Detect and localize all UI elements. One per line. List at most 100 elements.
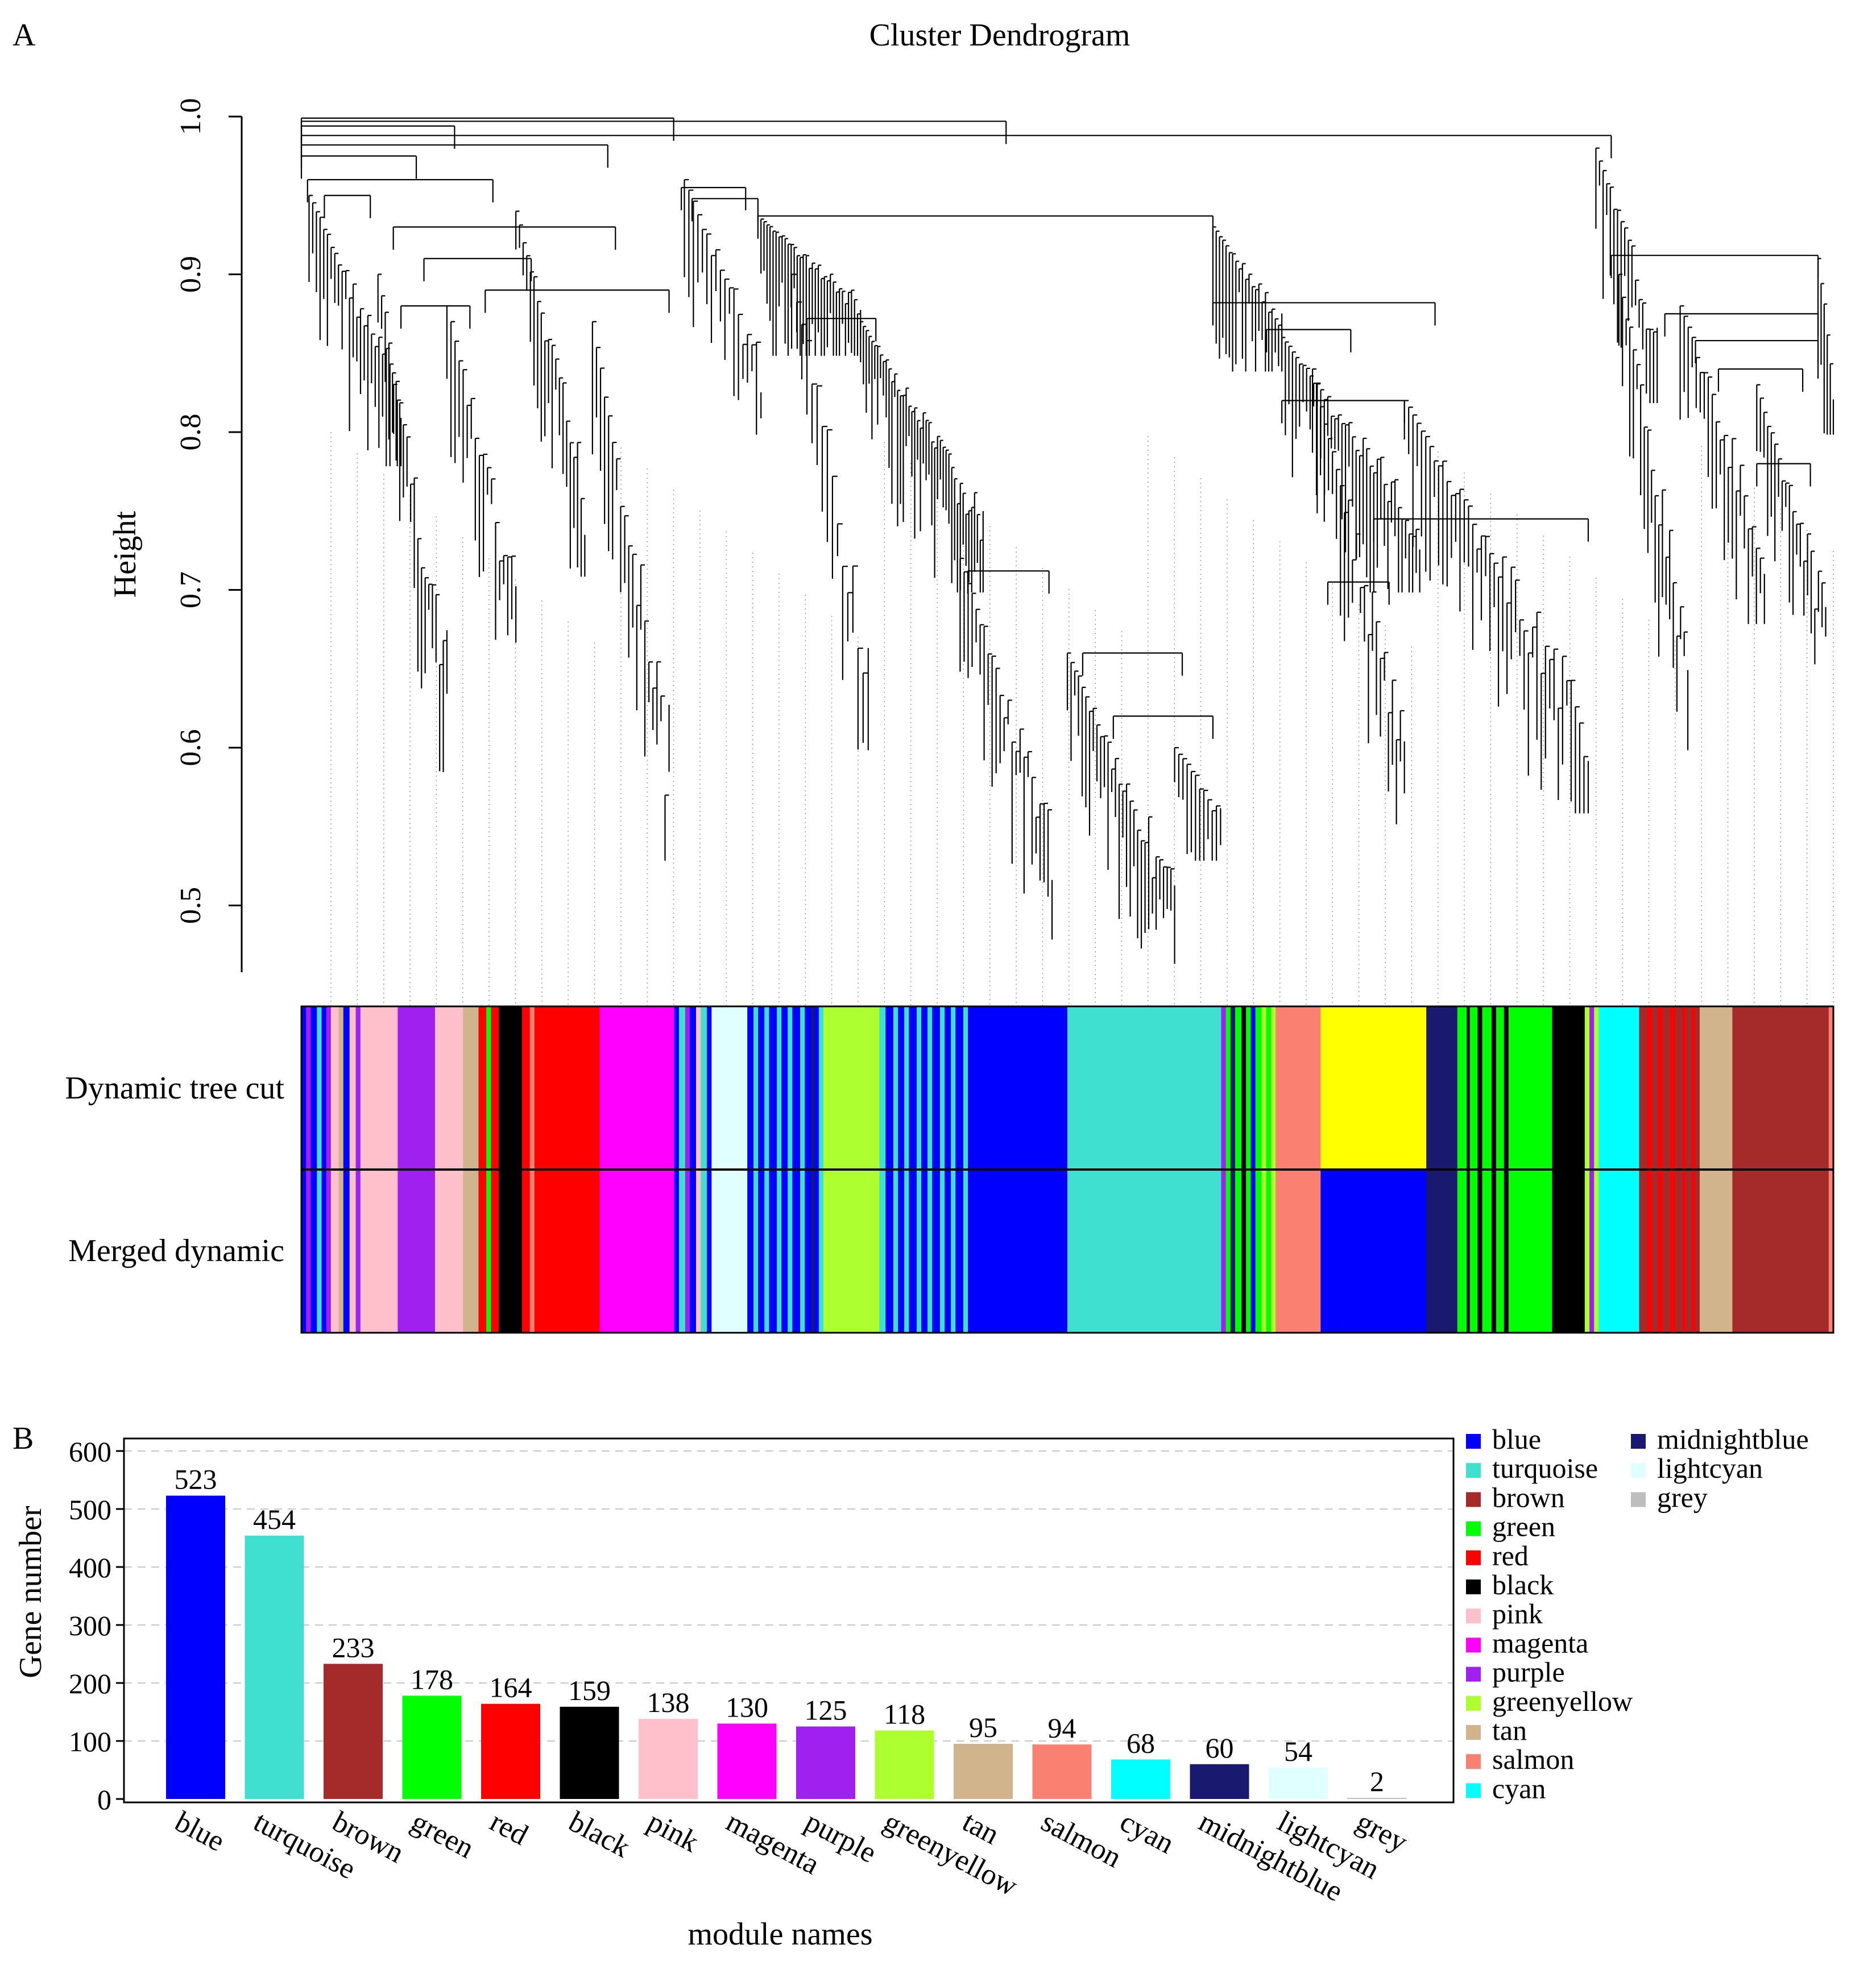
merged-segment-green (1508, 1170, 1518, 1333)
legend-label-pink: pink (1492, 1598, 1543, 1630)
dynamic-cut-segment-cyan (1598, 1006, 1640, 1170)
dynamic-cut-segment-black (1467, 1006, 1471, 1170)
merged-segment-green (486, 1170, 491, 1333)
bar-blue (166, 1495, 225, 1799)
legend-label-brown: brown (1492, 1481, 1565, 1513)
dynamic-cut-segment-turquoise (939, 1006, 945, 1170)
bar-chart-x-axis-label: module names (688, 1917, 872, 1952)
dynamic-cut-segment-blue (805, 1006, 811, 1170)
merged-segment-green (1246, 1170, 1252, 1333)
legend-label-greenyellow: greenyellow (1492, 1685, 1633, 1717)
bar-lightcyan (1269, 1767, 1328, 1799)
dendrogram-y-tick-label: 0.7 (175, 571, 207, 608)
merged-segment-salmon (529, 1170, 535, 1333)
merged-segment-purple (306, 1170, 311, 1333)
dynamic-cut-segment-purple (306, 1006, 311, 1170)
merged-segment-greenyellow (823, 1170, 880, 1333)
legend-label-cyan: cyan (1492, 1772, 1546, 1804)
merged-segment-red (1658, 1170, 1663, 1333)
merged-segment-blue (769, 1170, 777, 1333)
dynamic-cut-segment-pink (330, 1006, 339, 1170)
merged-segment-purple (326, 1170, 332, 1333)
merged-segment-magenta (599, 1170, 675, 1333)
merged-segment-black (1491, 1170, 1497, 1333)
merged-segment-purple (355, 1170, 361, 1333)
dynamic-cut-segment-tan (1700, 1006, 1733, 1170)
legend-swatch-grey (1631, 1492, 1646, 1507)
panel-b-label: B (13, 1421, 34, 1456)
merged-segment-pink (330, 1170, 339, 1333)
merged-segment-turquoise (916, 1170, 922, 1333)
dynamic-cut-segment-purple (1589, 1006, 1595, 1170)
dynamic-cut-segment-red (1682, 1006, 1687, 1170)
legend-swatch-purple (1466, 1666, 1481, 1682)
bar-chart-y-tick-label: 0 (97, 1784, 111, 1815)
dynamic-cut-segment-pink (365, 1006, 398, 1170)
dynamic-cut-segment-blue (945, 1006, 951, 1170)
bar-tan (954, 1744, 1013, 1799)
dynamic-cut-segment-purple (685, 1006, 690, 1170)
legend-swatch-cyan (1466, 1783, 1481, 1798)
bar-magenta (717, 1723, 777, 1799)
dynamic-cut-segment-blue (898, 1006, 905, 1170)
legend-label-tan: tan (1492, 1714, 1527, 1746)
merged-segment-green (1469, 1170, 1478, 1333)
dynamic-cut-segment-green (1496, 1006, 1505, 1170)
bar-chart-y-tick-label: 500 (69, 1494, 111, 1525)
merged-segment-blue (792, 1170, 801, 1333)
merged-segment-red (1647, 1170, 1652, 1333)
dynamic-cut-segment-blue (301, 1006, 307, 1170)
dynamic-cut-segment-brown (1662, 1006, 1671, 1170)
dynamic-cut-segment-turquoise (317, 1006, 322, 1170)
bar-pink (639, 1719, 698, 1799)
dynamic-cut-segment-brown (1651, 1006, 1658, 1170)
dynamic-cut-segment-purple (355, 1006, 361, 1170)
legend-swatch-green (1466, 1521, 1481, 1536)
merged-segment-blue (968, 1170, 975, 1333)
merged-segment-green (1457, 1170, 1467, 1333)
bar-value-label-lightcyan: 54 (1284, 1735, 1312, 1767)
dynamic-cut-segment-tan (463, 1006, 479, 1170)
dynamic-cut-segment-brown (1695, 1006, 1700, 1170)
merged-segment-green (1496, 1170, 1505, 1333)
merged-segment-turquoise (963, 1170, 968, 1333)
dynamic-cut-segment-black (1491, 1006, 1497, 1170)
dendrogram-title: Cluster Dendrogram (869, 18, 1130, 53)
dynamic-cut-segment-salmon (1275, 1006, 1321, 1170)
bar-purple (796, 1726, 855, 1799)
dynamic-cut-segment-green (1225, 1006, 1231, 1170)
dynamic-cut-segment-pink (349, 1006, 357, 1170)
merged-segment-pink (349, 1170, 357, 1333)
merged-segment-purple (1221, 1170, 1227, 1333)
bar-value-label-blue: 523 (175, 1464, 217, 1495)
merged-segment-purple (685, 1170, 690, 1333)
merged-segment-turquoise (701, 1170, 707, 1333)
dendrogram-y-ticks: 0.5 0.6 0.7 0.8 0.9 1.0 (175, 98, 242, 924)
merged-segment-red (521, 1170, 531, 1333)
merged-segment-tan (338, 1170, 344, 1333)
bar-grey (1347, 1797, 1407, 1799)
legend-label-red: red (1492, 1540, 1529, 1572)
bar-chart-y-tick-label: 300 (69, 1610, 111, 1641)
merged-segment-midnightblue (811, 1170, 815, 1333)
merged-segment-turquoise (764, 1170, 770, 1333)
dynamic-cut-segment-blue (968, 1006, 975, 1170)
dynamic-cut-segment-green (1246, 1006, 1252, 1170)
merged-segment-blue (805, 1170, 811, 1333)
dynamic-cut-segment-midnightblue (1230, 1006, 1236, 1170)
bar-cyan (1111, 1759, 1170, 1799)
dynamic-cut-segment-green (1508, 1006, 1518, 1170)
merged-segment-blue (974, 1170, 1068, 1333)
legend-label-black: black (1492, 1569, 1554, 1601)
merged-segment-blue (301, 1170, 307, 1333)
merged-segment-turquoise (818, 1170, 824, 1333)
legend-label-turquoise: turquoise (1492, 1452, 1598, 1484)
merged-segment-turquoise (927, 1170, 933, 1333)
legend-swatch-black (1466, 1580, 1481, 1594)
bar-chart-y-tick-label: 100 (69, 1726, 111, 1757)
dynamic-cut-segment-pink (434, 1006, 463, 1170)
dynamic-cut-segment-blue (310, 1006, 317, 1170)
dynamic-cut-segment-red (1692, 1006, 1696, 1170)
merged-segment-black (1552, 1170, 1585, 1333)
